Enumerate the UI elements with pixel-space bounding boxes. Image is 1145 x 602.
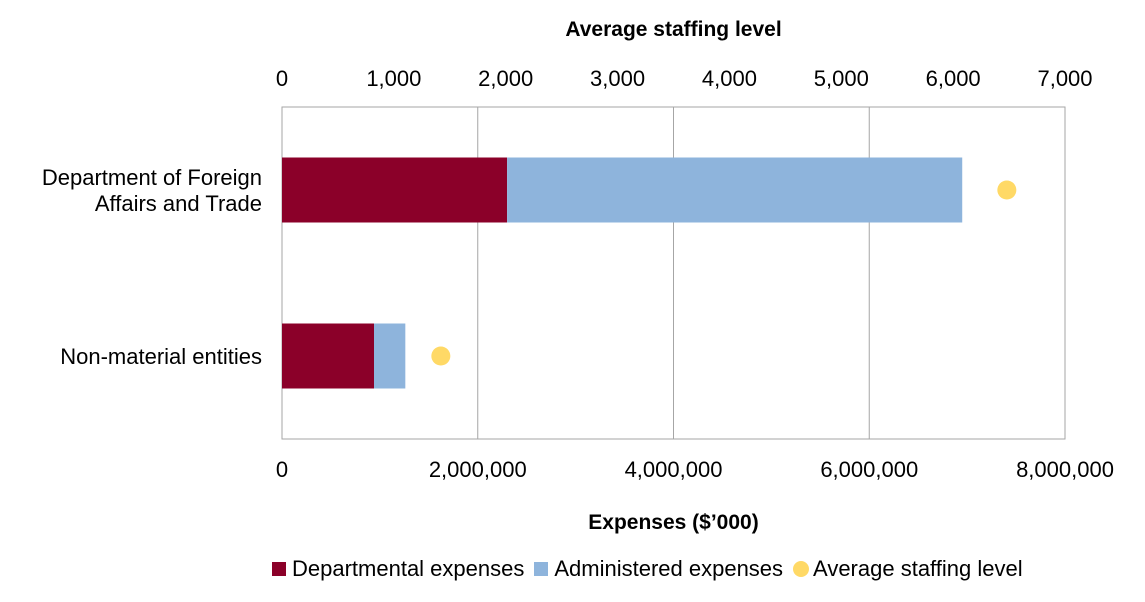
x-axis-title: Expenses ($’000) [588, 511, 758, 534]
legend-swatch-departmental [272, 562, 286, 576]
x-tick-label: 0 [276, 457, 288, 482]
x2-tick-label: 5,000 [814, 66, 869, 91]
bar-departmental [282, 323, 375, 389]
legend-label-departmental: Departmental expenses [292, 556, 525, 581]
bar-administered [374, 323, 406, 389]
x2-tick-label: 4,000 [702, 66, 757, 91]
legend-item-departmental: Departmental expenses [272, 556, 524, 582]
bar-departmental [282, 157, 508, 223]
legend-swatch-administered [534, 562, 549, 576]
x-tick-label: 8,000,000 [1016, 457, 1114, 482]
x-tick-label: 4,000,000 [625, 457, 723, 482]
legend-swatch-staffing [793, 561, 810, 577]
plot-area-border [281, 106, 1066, 440]
x2-tick-label: 2,000 [478, 66, 533, 91]
x2-tick-label: 0 [276, 66, 288, 91]
x-tick-label: 6,000,000 [820, 457, 918, 482]
legend-item-staffing: Average staffing level [793, 556, 1023, 582]
legend: Departmental expenses Administered expen… [272, 556, 1033, 582]
category-label: Affairs and Trade [95, 191, 262, 216]
staffing-marker [431, 346, 451, 366]
bar-administered [507, 157, 963, 223]
legend-label-staffing: Average staffing level [813, 556, 1023, 581]
legend-item-administered: Administered expenses [534, 556, 783, 582]
staffing-marker [997, 180, 1017, 200]
x2-axis-title: Average staffing level [565, 18, 781, 41]
x2-tick-label: 1,000 [366, 66, 421, 91]
x2-tick-label: 3,000 [590, 66, 645, 91]
category-label: Non-material entities [60, 344, 262, 369]
category-label: Department of Foreign [42, 165, 262, 190]
x-tick-label: 2,000,000 [429, 457, 527, 482]
legend-label-administered: Administered expenses [554, 556, 784, 581]
x2-tick-label: 6,000 [926, 66, 981, 91]
x2-tick-label: 7,000 [1037, 66, 1092, 91]
